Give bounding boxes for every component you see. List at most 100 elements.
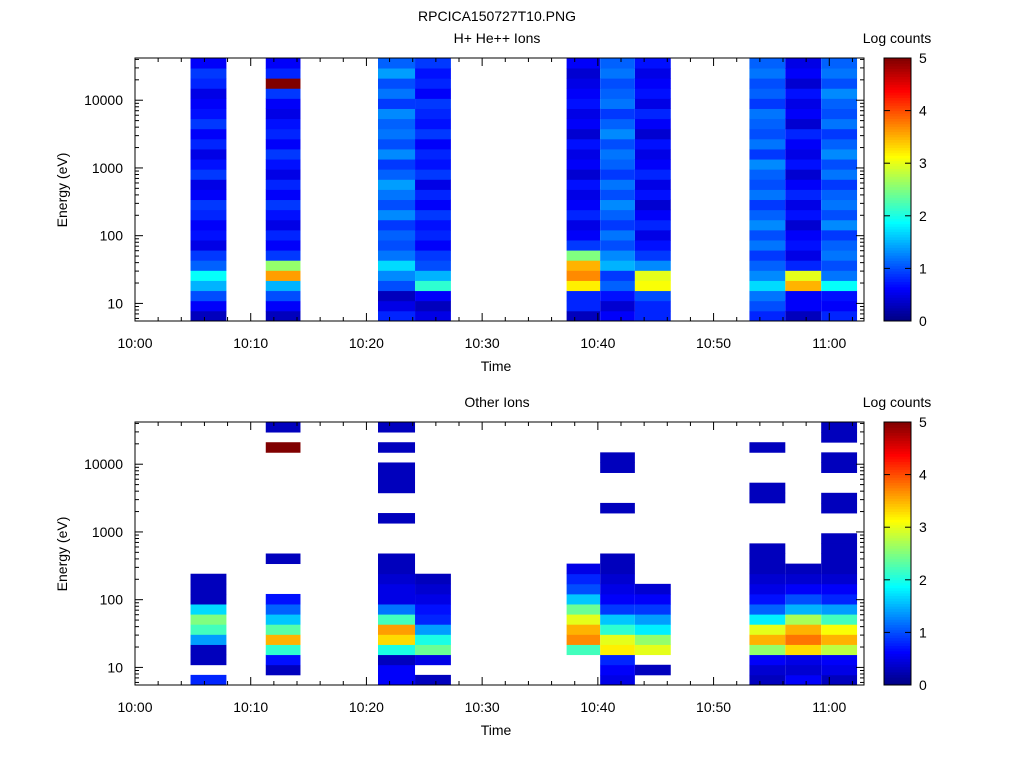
heatmap-cell: [190, 593, 227, 605]
heatmap-cell: [566, 634, 601, 645]
heatmap-cell: [634, 250, 671, 261]
heatmap-cell: [821, 98, 858, 109]
heatmap-cell: [566, 159, 601, 170]
heatmap-cell: [566, 209, 601, 221]
panel-other-ions: Other Ions Log counts Energy (eV) Time 1…: [54, 394, 931, 738]
heatmap-cell: [265, 604, 301, 615]
heatmap-cell: [634, 260, 671, 271]
heatmap-cell: [265, 118, 301, 130]
heatmap-cell: [821, 108, 858, 120]
heatmap-cell: [634, 138, 671, 150]
heatmap-cell: [190, 644, 227, 656]
heatmap-cell: [749, 280, 786, 292]
heatmap-cell: [190, 614, 227, 625]
heatmap-cell: [190, 189, 227, 201]
heatmap-cell: [600, 98, 635, 109]
heatmap-cell: [190, 68, 227, 79]
heatmap-cell: [634, 664, 671, 676]
heatmap-cell: [749, 543, 786, 554]
heatmap-cell: [415, 189, 451, 201]
heatmap-cell: [749, 624, 786, 635]
heatmap-cell: [600, 280, 635, 292]
heatmap-cell: [566, 583, 601, 595]
heatmap-cell: [378, 553, 416, 565]
heatmap-cell: [634, 219, 671, 231]
heatmap-cell: [190, 280, 227, 292]
heatmap-cell: [566, 310, 601, 322]
heatmap-cell: [749, 138, 786, 150]
heatmap-cell: [634, 300, 671, 312]
heatmap-cell: [190, 290, 227, 302]
heatmap-cell: [566, 169, 601, 180]
heatmap-cell: [785, 280, 822, 292]
heatmap-cell: [265, 280, 301, 292]
heatmap-cell: [600, 229, 635, 241]
heatmap-cell: [634, 68, 671, 79]
x-tick-label: 10:30: [465, 699, 500, 715]
heatmap-cell: [749, 209, 786, 221]
heatmap-cell: [265, 614, 301, 625]
heatmap-cell: [265, 108, 301, 120]
y-tick-label: 1000: [92, 524, 123, 540]
heatmap-cell: [785, 68, 822, 79]
heatmap-cell: [566, 179, 601, 190]
heatmap-cell: [600, 624, 635, 635]
heatmap-cell: [821, 604, 858, 615]
heatmap-cell: [566, 78, 601, 89]
heatmap-cell: [821, 68, 858, 79]
heatmap-cell: [190, 88, 227, 99]
x-tick-label: 10:10: [233, 699, 268, 715]
heatmap-cell: [265, 229, 301, 241]
heatmap-cell: [378, 199, 416, 211]
heatmap-cell: [566, 300, 601, 312]
heatmap-cell: [566, 250, 601, 261]
heatmap-cell: [378, 573, 416, 585]
heatmap-cell: [821, 310, 858, 322]
heatmap-cell: [265, 270, 301, 281]
heatmap-cell: [600, 209, 635, 221]
heatmap-cell: [378, 128, 416, 140]
heatmap-cell: [600, 219, 635, 231]
x-tick-label: 10:50: [696, 335, 731, 351]
heatmap-cell: [749, 563, 786, 575]
heatmap-cell: [634, 128, 671, 140]
heatmap-cell: [821, 250, 858, 261]
heatmap-cell: [566, 219, 601, 231]
heatmap-cell: [634, 583, 671, 595]
heatmap-cell: [749, 229, 786, 241]
heatmap-cell: [749, 118, 786, 130]
heatmap-cell: [600, 240, 635, 251]
heatmap-cell: [749, 108, 786, 120]
heatmap-cell: [566, 270, 601, 281]
heatmap-cell: [378, 108, 416, 120]
x-tick-label: 11:00: [812, 699, 846, 715]
heatmap-cell: [600, 452, 635, 463]
heatmap-cell: [378, 260, 416, 271]
heatmap-cell: [190, 159, 227, 170]
heatmap-cell: [634, 634, 671, 645]
x-tick-label: 10:50: [696, 699, 731, 715]
heatmap-cell: [634, 280, 671, 292]
heatmap-cell: [265, 553, 301, 565]
colorbar: 0 1 2 3 4 5: [883, 414, 927, 693]
heatmap-cell: [415, 128, 451, 140]
heatmap-cell: [600, 553, 635, 565]
heatmap-cell: [415, 98, 451, 109]
heatmap-cell: [821, 219, 858, 231]
y-tick-label: 10: [107, 295, 123, 311]
heatmap-cell: [566, 593, 601, 605]
heatmap-cell: [785, 58, 822, 69]
heatmap-cell: [415, 58, 451, 69]
heatmap-plot: 10:00 10:10 10:20 10:30 10:40 10:50 11:00 10 100…: [84, 421, 865, 715]
heatmap-cell: [600, 634, 635, 645]
heatmap-cell: [600, 169, 635, 180]
heatmap-cell: [821, 674, 858, 686]
heatmap-cell: [265, 250, 301, 261]
heatmap-cell: [749, 219, 786, 231]
heatmap-cell: [821, 432, 858, 443]
heatmap-cell: [634, 229, 671, 241]
heatmap-cell: [600, 573, 635, 585]
heatmap-cell: [265, 189, 301, 201]
heatmap-cell: [634, 593, 671, 605]
heatmap-cell: [378, 169, 416, 180]
